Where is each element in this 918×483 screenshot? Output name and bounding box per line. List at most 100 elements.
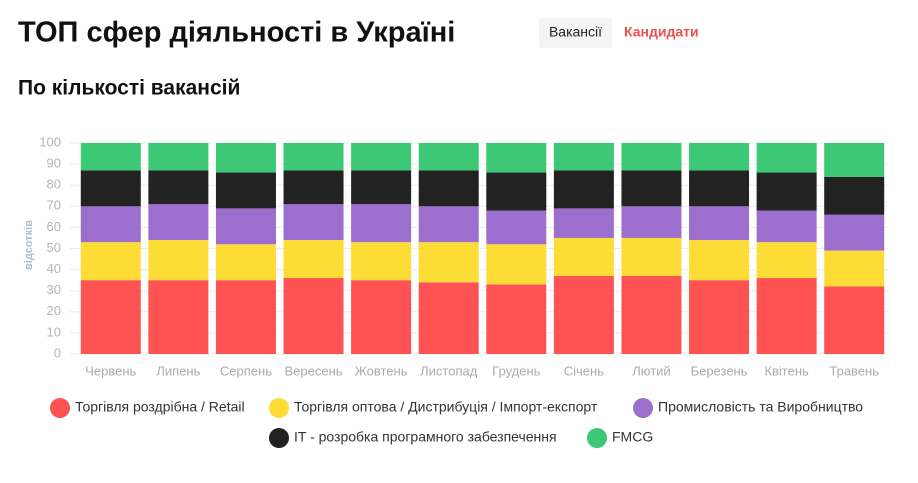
bar-segment <box>486 210 547 245</box>
bar-segment <box>553 170 614 209</box>
bar-segment <box>351 242 412 281</box>
y-tick-label: 90 <box>47 156 61 171</box>
bar-segment <box>689 170 750 207</box>
x-tick-label: Липень <box>156 363 200 378</box>
bar-segment <box>351 204 412 243</box>
bar-segment <box>486 244 547 285</box>
bar-segment <box>215 244 276 281</box>
tab[interactable]: Вакансії <box>549 24 602 40</box>
bar-segment <box>553 275 614 354</box>
legend-marker <box>269 398 289 418</box>
bar-segment <box>553 237 614 276</box>
y-axis-label: відсотків <box>23 220 35 270</box>
bar-segment <box>80 143 141 171</box>
legend-marker <box>587 428 607 448</box>
bar-segment <box>756 210 817 243</box>
tab[interactable]: Кандидати <box>624 24 699 40</box>
x-tick-label: Березень <box>691 363 748 378</box>
bar-segment <box>824 143 885 177</box>
bar-segment <box>756 172 817 211</box>
bar-segment <box>80 280 141 354</box>
bar-segment <box>283 143 344 171</box>
bar-segment <box>553 143 614 171</box>
bar-segment <box>756 143 817 173</box>
bar-segment <box>148 204 209 241</box>
bar-segment <box>418 143 479 171</box>
bar-segment <box>824 250 885 287</box>
legend-label: Промисловість та Виробництво <box>658 399 863 415</box>
bar-segment <box>824 214 885 251</box>
legend-label: Торгівля оптова / Дистрибуція / Імпорт-е… <box>294 399 598 415</box>
x-tick-label: Червень <box>85 363 136 378</box>
y-tick-label: 0 <box>54 345 61 360</box>
bar-segment <box>621 237 682 276</box>
bar-segment <box>351 280 412 354</box>
bar-segment <box>824 176 885 215</box>
bar-segment <box>486 143 547 173</box>
bar-segment <box>418 242 479 283</box>
x-tick-label: Листопад <box>420 363 478 378</box>
y-tick-label: 60 <box>47 219 61 234</box>
bar-segment <box>689 206 750 241</box>
bar-segment <box>418 206 479 243</box>
bar-segment <box>148 280 209 354</box>
tab-bg[interactable] <box>539 18 612 48</box>
x-tick-label: Травень <box>829 363 879 378</box>
bar-segment <box>756 242 817 279</box>
bar-segment <box>486 284 547 354</box>
bar-segment <box>215 172 276 209</box>
page-title: ТОП сфер діяльності в Україні <box>18 17 455 49</box>
x-tick-label: Лютий <box>632 363 670 378</box>
bar-segment <box>148 240 209 281</box>
y-tick-label: 10 <box>47 324 61 339</box>
x-tick-label: Грудень <box>492 363 540 378</box>
bar-segment <box>418 282 479 354</box>
legend-marker <box>50 398 70 418</box>
legend-marker <box>269 428 289 448</box>
legend-label: IT - розробка програмного забезпечення <box>294 429 557 445</box>
y-tick-label: 80 <box>47 177 61 192</box>
y-tick-label: 30 <box>47 282 61 297</box>
bar-segment <box>283 170 344 205</box>
x-tick-label: Квітень <box>764 363 809 378</box>
bar-segment <box>621 170 682 207</box>
bar-segment <box>756 278 817 354</box>
bar-segment <box>215 280 276 354</box>
bar-segment <box>689 240 750 281</box>
bar-segment <box>148 143 209 171</box>
y-tick-label: 100 <box>39 134 61 149</box>
legend-marker <box>633 398 653 418</box>
bar-segment <box>689 280 750 354</box>
bar-segment <box>80 242 141 281</box>
y-tick-label: 40 <box>47 261 61 276</box>
bar-segment <box>148 170 209 205</box>
x-tick-label: Жовтень <box>355 363 408 378</box>
y-tick-label: 20 <box>47 303 61 318</box>
bar-segment <box>283 240 344 279</box>
bar-segment <box>351 143 412 171</box>
bar-segment <box>553 208 614 238</box>
bar-segment <box>689 143 750 171</box>
bar-segment <box>283 204 344 241</box>
bar-segment <box>486 172 547 211</box>
y-tick-label: 70 <box>47 198 61 213</box>
bar-segment <box>621 143 682 171</box>
bar-segment <box>621 206 682 238</box>
bar-segment <box>215 208 276 245</box>
bar-segment <box>80 170 141 207</box>
bar-segment <box>351 170 412 205</box>
bar-segment <box>283 278 344 354</box>
bar-segment <box>621 275 682 354</box>
x-tick-label: Січень <box>564 363 604 378</box>
bar-segment <box>80 206 141 243</box>
bar-segment <box>418 170 479 207</box>
bar-segment <box>215 143 276 173</box>
y-tick-label: 50 <box>47 240 61 255</box>
x-tick-label: Вересень <box>285 363 343 378</box>
bar-segment <box>824 286 885 354</box>
legend-label: FMCG <box>612 429 653 445</box>
x-tick-label: Серпень <box>220 363 272 378</box>
chart-title: По кількості вакансій <box>18 77 240 100</box>
legend-label: Торгівля роздрібна / Retail <box>75 399 245 415</box>
